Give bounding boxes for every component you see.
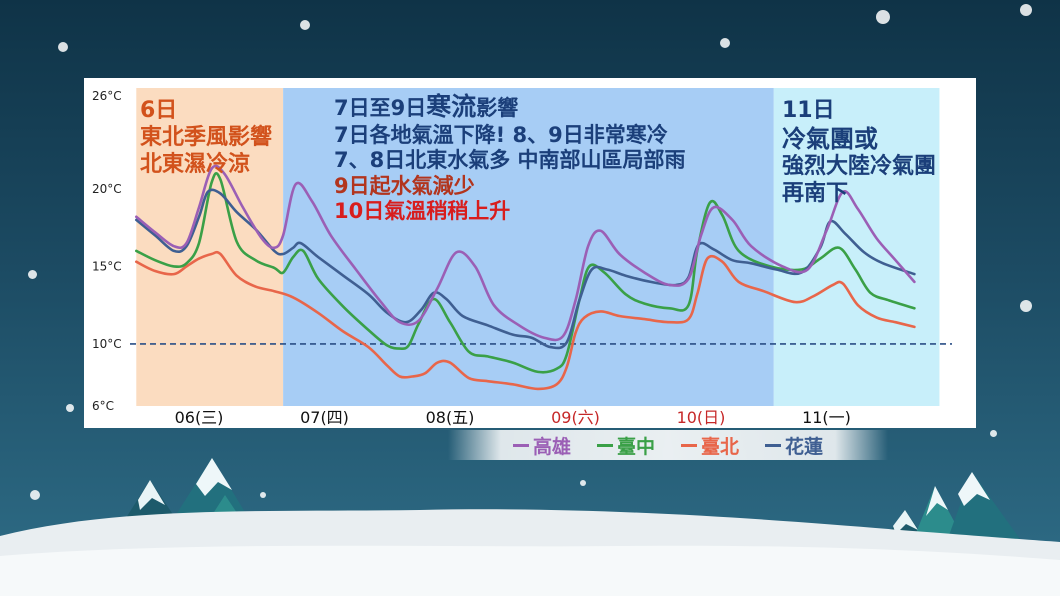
- annotation-day11-line2: 冷氣團或: [782, 124, 878, 153]
- snowflake: [66, 404, 74, 412]
- background-zone-2: [283, 88, 774, 406]
- x-day-label: 07(四): [300, 408, 349, 427]
- series-line-taipei: [135, 250, 916, 391]
- background-zone-1: [136, 88, 284, 406]
- annotation-day6-line2: 東北季風影響: [140, 124, 273, 150]
- x-day-label: 11(一): [802, 408, 851, 427]
- y-tick-label: 10°C: [92, 337, 122, 351]
- legend-item-kaohsiung: 高雄: [512, 432, 571, 459]
- annotation-day11-line3: 強烈大陸冷氣團: [782, 154, 937, 180]
- snowflake: [720, 38, 730, 48]
- annotation-day11-line1: 11日: [782, 98, 835, 123]
- snowflake: [1020, 300, 1032, 312]
- y-tick-label: 6°C: [92, 399, 114, 413]
- legend-label-taipei: 臺北: [701, 435, 740, 458]
- annotation-cold-wave-line3: 7、8日北東水氣多 中南部山區局部雨: [334, 148, 686, 173]
- series-line-kaohsiung: [135, 164, 916, 342]
- legend-label-taichung: 臺中: [616, 435, 655, 458]
- annotation-day11: 11日 冷氣團或 強烈大陸冷氣團 再南下: [782, 98, 936, 208]
- temperature-chart-panel: 26°C 20°C 15°C 10°C 6°C 06(三) 07(四) 08(五) 09(六) 1…: [84, 78, 976, 428]
- snowflake: [260, 492, 266, 498]
- y-tick-label: 26°C: [92, 89, 122, 103]
- legend-item-taichung: 臺中: [596, 432, 655, 459]
- snowflake: [28, 270, 37, 279]
- snowflake: [58, 42, 68, 52]
- series-line-hualien: [135, 188, 916, 350]
- x-day-label: 06(三): [175, 408, 224, 427]
- x-day-label: 08(五): [426, 408, 475, 427]
- annotation-cold-wave-line5: 10日氣溫稍稍上升: [334, 199, 511, 224]
- x-day-label: 10(日): [677, 408, 726, 427]
- snowflake: [876, 10, 890, 24]
- temperature-line-chart: 26°C 20°C 15°C 10°C 6°C 06(三) 07(四) 08(五) 09(六) 1…: [92, 88, 952, 427]
- legend-swatch-taipei: [681, 443, 697, 447]
- snowflake: [990, 430, 997, 437]
- annotation-cold-wave-impact: 影響: [476, 96, 519, 120]
- legend-swatch-hualien: [765, 443, 782, 447]
- snowflake: [1020, 4, 1032, 16]
- x-day-label: 09(六): [551, 408, 600, 427]
- legend-label-kaohsiung: 高雄: [532, 435, 571, 458]
- annotation-cold-wave-line4: 9日起水氣減少: [334, 173, 475, 198]
- annotation-cold-wave-keyword: 寒流: [426, 92, 477, 121]
- y-tick-label: 15°C: [92, 259, 122, 273]
- annotation-day6-line1: 6日: [140, 98, 178, 123]
- annotation-day6-line3: 北東濕冷涼: [140, 151, 251, 177]
- annotation-cold-wave-headline: 7日至9日寒流影響: [334, 92, 686, 123]
- annotation-cold-wave-line2: 7日各地氣溫下降! 8、9日非常寒冷: [334, 122, 668, 147]
- annotation-day11-line4: 再南下: [782, 180, 849, 206]
- snowflake: [580, 480, 586, 486]
- annotation-cold-wave: 7日至9日寒流影響 7日各地氣溫下降! 8、9日非常寒冷 7、8日北東水氣多 中…: [334, 92, 686, 225]
- legend-swatch-kaohsiung: [512, 443, 529, 447]
- legend-swatch-taichung: [596, 443, 613, 447]
- legend-item-hualien: 花蓮: [765, 432, 823, 459]
- annotation-cold-wave-dates: 7日至9日: [334, 96, 427, 120]
- y-tick-label: 20°C: [92, 182, 122, 196]
- snowflake: [30, 490, 40, 500]
- chart-legend: 高雄 臺中 臺北 花蓮: [448, 430, 888, 460]
- annotation-day6: 6日 東北季風影響 北東濕冷涼: [140, 98, 272, 178]
- legend-label-hualien: 花蓮: [785, 435, 824, 458]
- snowflake: [300, 20, 310, 30]
- legend-item-taipei: 臺北: [681, 432, 739, 459]
- series-line-taichung: [135, 172, 916, 374]
